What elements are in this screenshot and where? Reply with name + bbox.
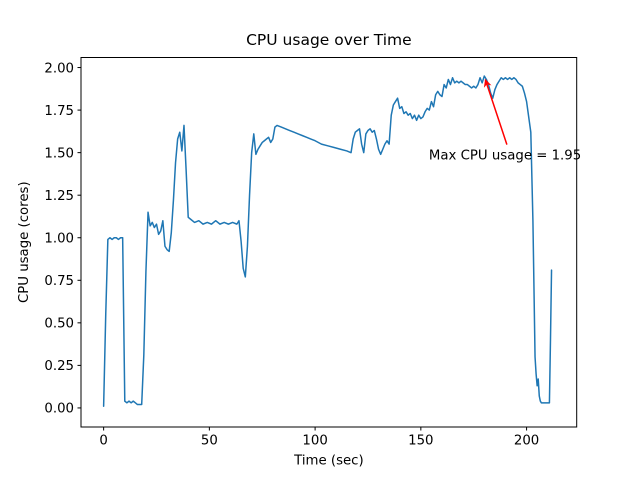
y-tick-label: 1.75 [44,104,74,119]
y-tick-label: 0.00 [44,402,74,417]
y-tick-label: 2.00 [44,61,74,76]
x-tick-label: 100 [302,434,327,449]
chart-title: CPU usage over Time [246,31,412,49]
x-axis-ticks: 0 50 100 150 200 [99,427,539,449]
plot-frame [80,57,578,428]
y-tick-label: 0.25 [44,359,74,374]
y-tick-label: 0.75 [44,274,74,289]
cpu-usage-line [102,75,553,407]
y-tick-label: 1.25 [44,189,74,204]
max-annotation-group: Max CPU usage = 1.95 [429,79,581,164]
x-axis-label: Time (sec) [293,454,364,469]
y-tick-label: 1.00 [44,232,74,247]
annotation-arrow [483,79,508,145]
x-tick-label: 50 [201,434,218,449]
x-tick-label: 200 [514,434,539,449]
annotation-text: Max CPU usage = 1.95 [429,149,581,164]
y-tick-label: 1.50 [44,146,74,161]
y-axis-ticks: 0.00 0.25 0.50 0.75 1.00 1.25 1.50 1.75 2.00 [44,61,81,417]
x-tick-label: 150 [408,434,433,449]
x-tick-label: 0 [99,434,107,449]
y-tick-label: 0.50 [44,317,74,332]
y-axis-label: CPU usage (cores) [17,181,32,303]
